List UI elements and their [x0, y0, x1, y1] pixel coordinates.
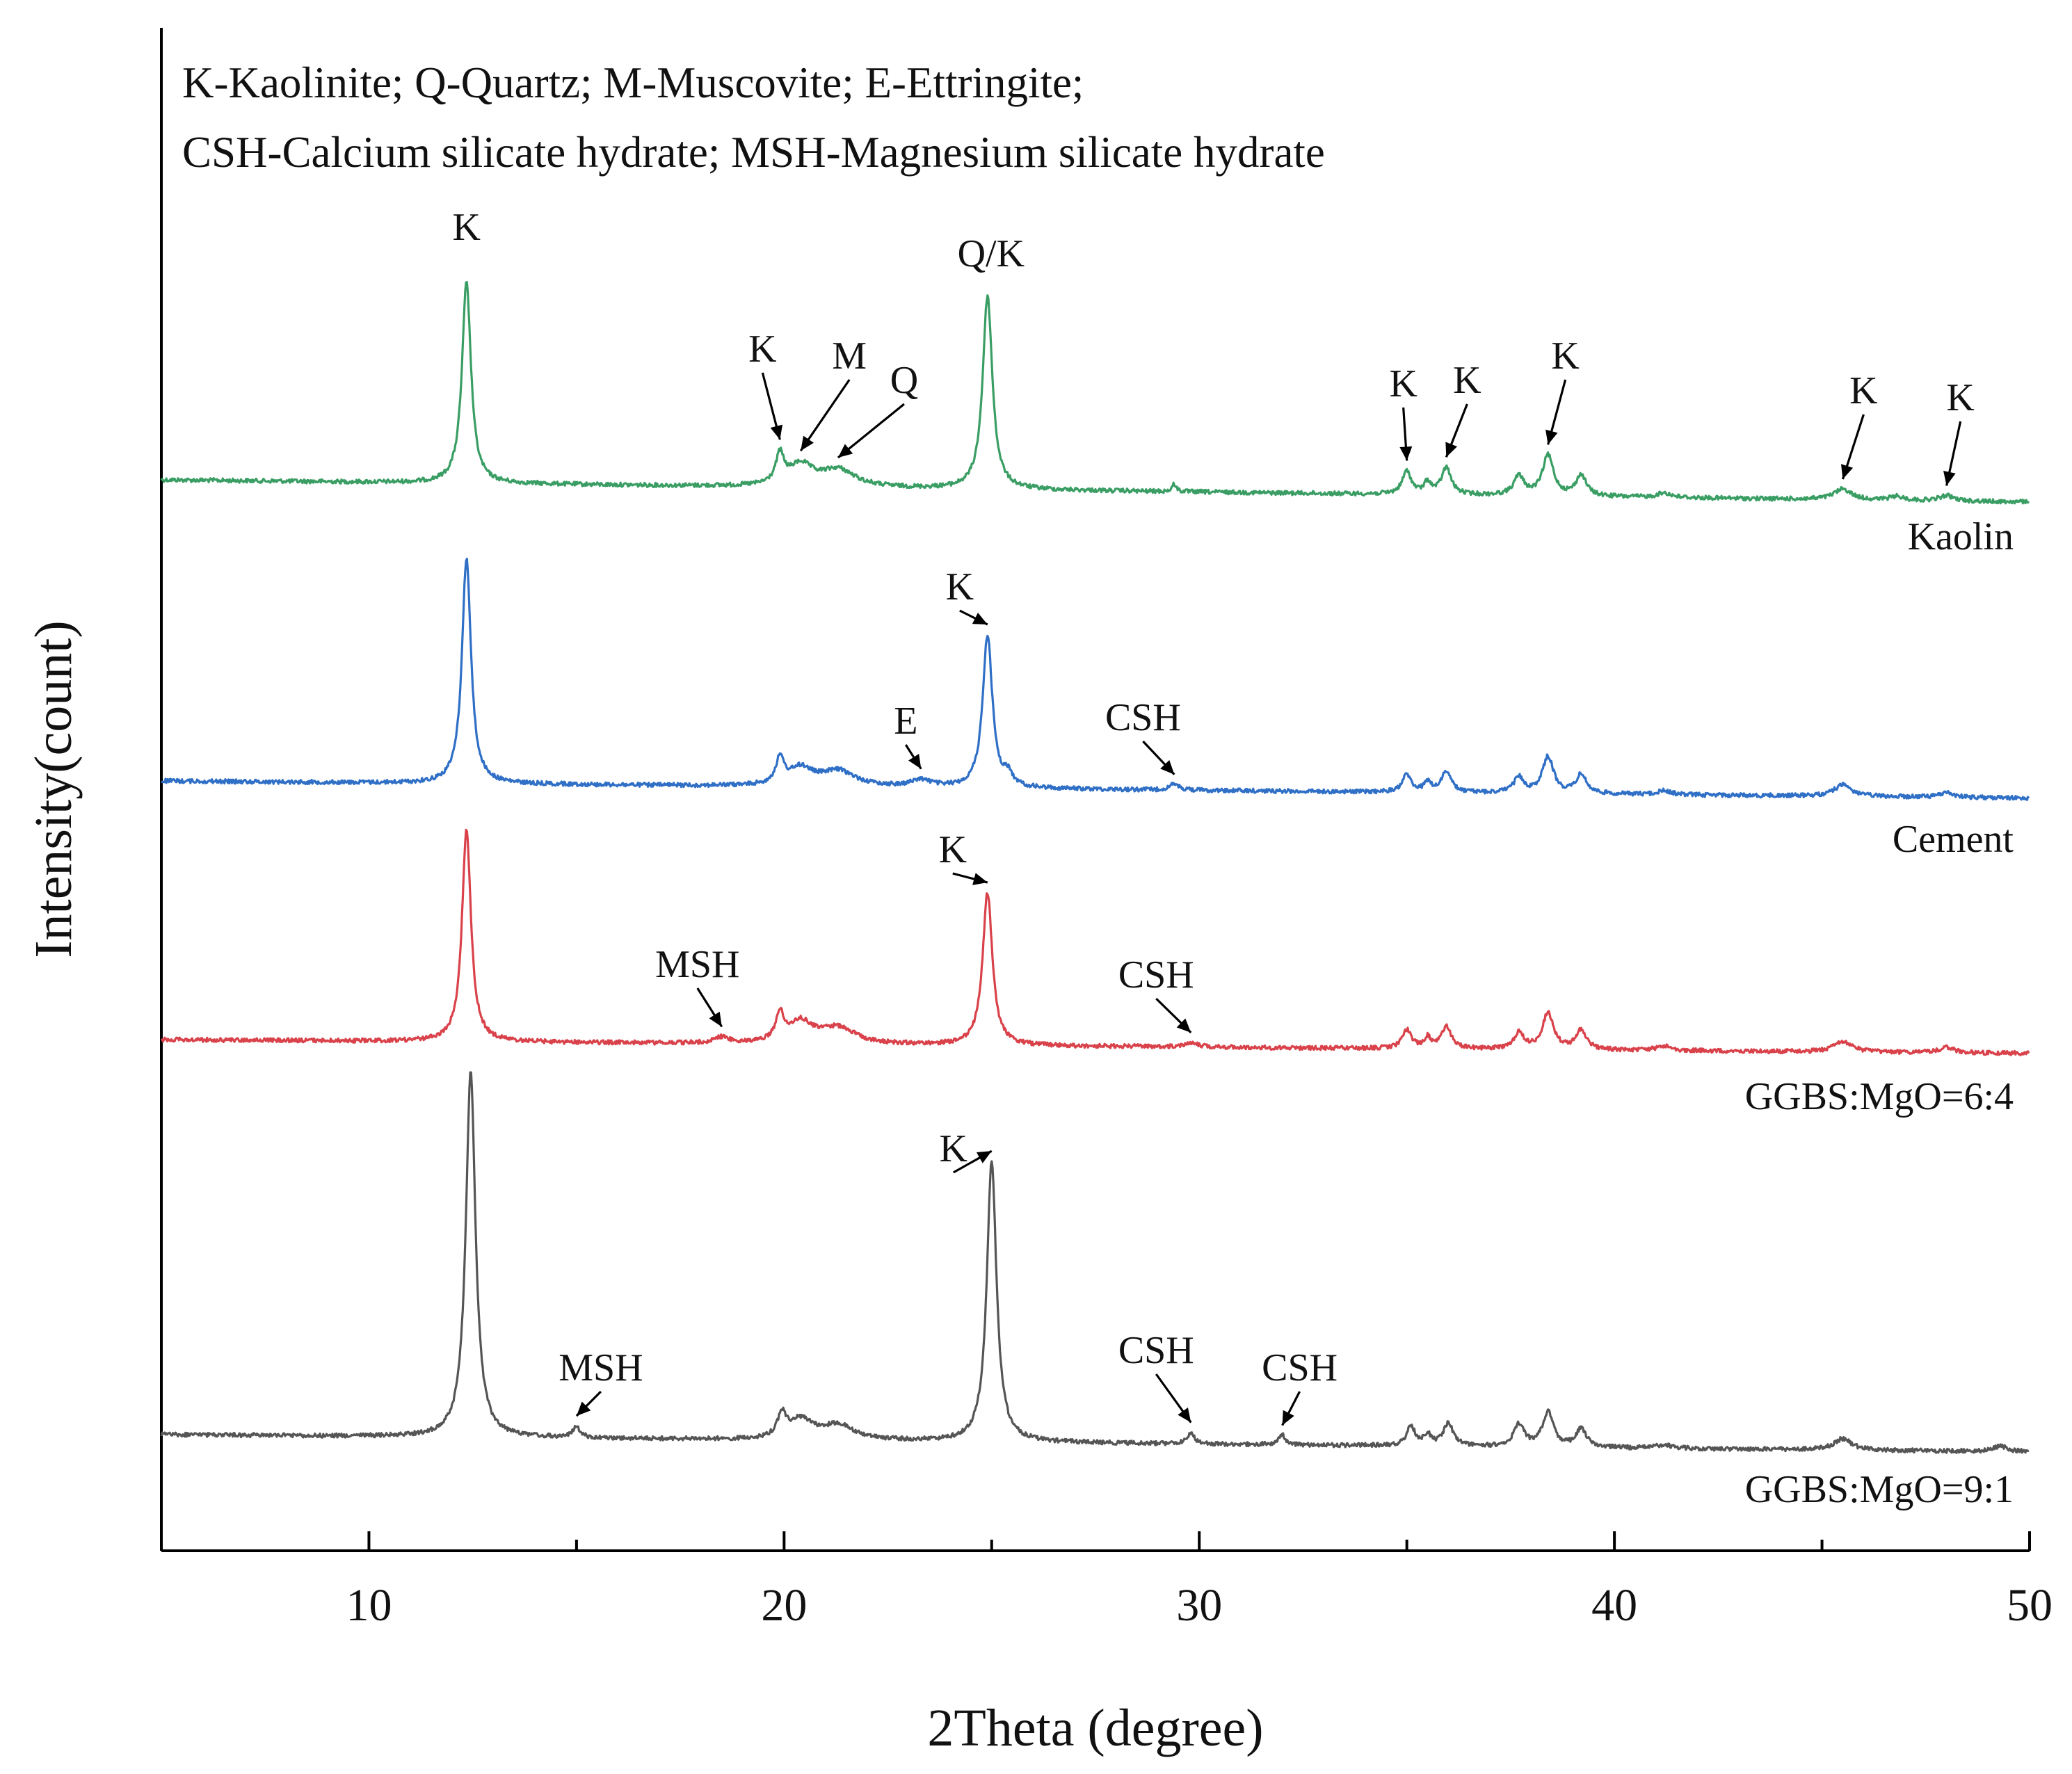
x-tick-label: 20	[761, 1580, 807, 1631]
peak-arrowhead	[1840, 464, 1854, 480]
peak-arrowhead	[1176, 1018, 1191, 1033]
peak-arrowhead	[1445, 442, 1458, 458]
peak-label: K	[939, 828, 967, 871]
x-tick-label: 30	[1176, 1580, 1222, 1631]
x-axis-title: 2Theta (degree)	[927, 1699, 1263, 1757]
peak-label: K	[940, 1127, 967, 1170]
series-group: Kaolin Cement GGBS:MgO=6:4 GGBS:MgO=9:1	[160, 281, 2030, 1511]
series-line	[160, 1071, 2030, 1454]
peak-arrowhead	[1282, 1410, 1294, 1426]
peak-arrowhead	[1545, 429, 1558, 445]
peak-arrowhead	[972, 873, 988, 885]
peak-label: Q	[890, 359, 918, 402]
peak-label: CSH	[1118, 1329, 1194, 1372]
legend-line-1: K-Kaolinite; Q-Quartz; M-Muscovite; E-Et…	[182, 58, 1084, 107]
peak-arrowhead	[576, 1401, 591, 1417]
series-label: GGBS:MgO=9:1	[1745, 1468, 2014, 1511]
peak-arrowhead	[1943, 470, 1956, 486]
x-ticks: 10 20 30 40 50	[160, 1531, 2053, 1631]
peak-label: K	[452, 206, 480, 249]
legend-line-2: CSH-Calcium silicate hydrate; MSH-Magnes…	[182, 128, 1325, 177]
peak-label: E	[894, 700, 917, 743]
peak-label: CSH	[1118, 953, 1194, 997]
y-axis-title: Intensity(count)	[24, 620, 83, 958]
peak-label: K	[748, 328, 776, 371]
peak-arrowhead	[1178, 1408, 1191, 1423]
x-tick-label: 40	[1591, 1580, 1637, 1631]
series-label: Cement	[1893, 818, 2014, 861]
peak-arrowhead	[908, 753, 922, 769]
peak-label: K	[1389, 362, 1417, 405]
x-tick-label: 50	[2007, 1580, 2053, 1631]
peak-arrowhead	[976, 1151, 992, 1163]
peak-label: CSH	[1262, 1346, 1338, 1389]
peak-label: K	[946, 565, 974, 608]
peak-label: MSH	[559, 1346, 643, 1389]
x-tick-label: 10	[346, 1580, 392, 1631]
peak-label: MSH	[655, 943, 739, 986]
peak-arrowhead	[801, 435, 814, 451]
peak-label: K	[1453, 359, 1481, 402]
peak-label: K	[1849, 369, 1877, 412]
series-line	[160, 828, 2030, 1056]
peak-label: K	[1946, 376, 1974, 419]
peak-label: CSH	[1105, 696, 1181, 739]
series-line	[160, 281, 2030, 505]
series-label: GGBS:MgO=6:4	[1745, 1075, 2014, 1118]
peak-arrowhead	[1160, 759, 1175, 775]
peak-arrow	[799, 379, 851, 452]
peak-arrowhead	[972, 613, 988, 625]
peak-arrowhead	[1399, 446, 1413, 461]
peak-label: Q/K	[958, 232, 1025, 275]
peak-arrowhead	[709, 1011, 722, 1027]
peak-label: M	[832, 334, 867, 378]
peak-arrowhead	[837, 444, 853, 458]
peak-arrowhead	[770, 424, 783, 440]
peak-arrow	[837, 403, 905, 459]
axes	[160, 28, 2030, 1552]
series-line	[161, 557, 2030, 801]
peak-label: K	[1551, 334, 1579, 378]
series-label: Kaolin	[1908, 515, 2014, 558]
